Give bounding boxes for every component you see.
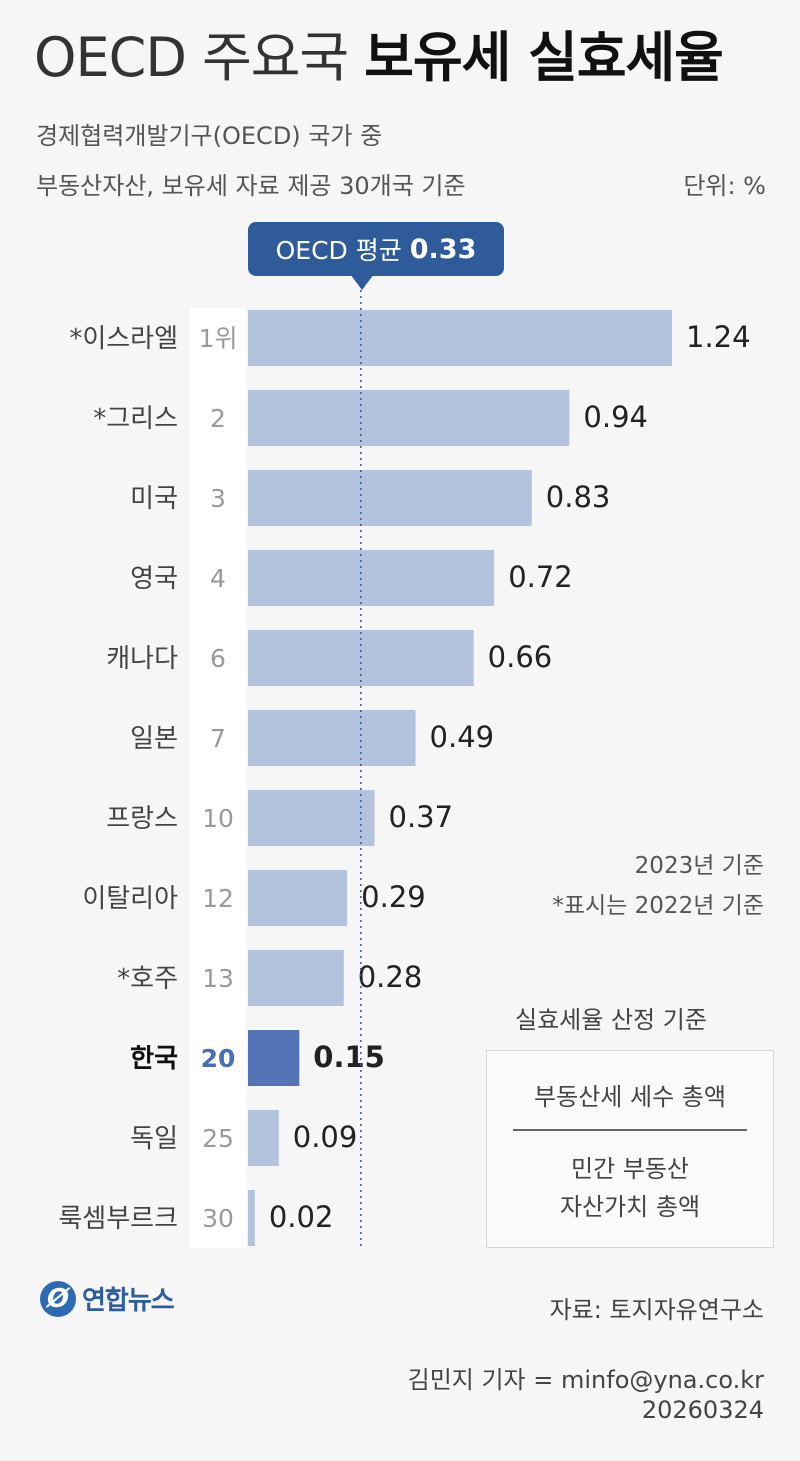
rank-label: 13 — [202, 964, 234, 993]
formula-title: 실효세율 산정 기준 — [515, 1006, 707, 1034]
rank-label: 10 — [202, 804, 234, 833]
bar — [248, 870, 348, 926]
category-label: 독일 — [130, 1124, 178, 1154]
category-label: 미국 — [130, 484, 178, 514]
fraction-line — [513, 1129, 747, 1131]
reporter-credit: 김민지 기자 = minfo@yna.co.kr — [407, 1366, 764, 1394]
value-label: 0.66 — [488, 640, 553, 674]
category-label: 한국 — [130, 1044, 178, 1074]
date-stamp: 20260324 — [641, 1396, 764, 1424]
subtitle-line-2: 부동산자산, 보유세 자료 제공 30개국 기준 — [36, 172, 466, 200]
value-label: 0.29 — [361, 880, 426, 914]
value-label: 1.24 — [686, 320, 751, 354]
rank-label: 12 — [202, 884, 234, 913]
value-label: 0.09 — [293, 1120, 358, 1154]
subtitle-line-1: 경제협력개발기구(OECD) 국가 중 — [36, 122, 383, 150]
bar — [248, 790, 375, 846]
unit-label: 단위: % — [683, 172, 766, 200]
value-label: 0.15 — [313, 1040, 385, 1074]
oecd-average-callout: OECD 평균 0.33 — [248, 222, 504, 276]
category-label: *호주 — [117, 964, 178, 994]
category-label: *그리스 — [93, 404, 178, 434]
category-label: 일본 — [130, 724, 178, 754]
bar — [248, 470, 532, 526]
value-label: 0.72 — [508, 560, 573, 594]
rank-label: 20 — [201, 1044, 236, 1073]
formula-denominator-line-2: 자산가치 총액 — [559, 1193, 701, 1221]
title-bold: 보유세 실효세율 — [364, 26, 724, 89]
note-year: 2023년 기준 — [634, 853, 764, 879]
rank-label: 4 — [210, 564, 226, 593]
average-value: 0.33 — [409, 233, 477, 265]
title-light: OECD 주요국 — [34, 26, 349, 89]
bar — [248, 710, 416, 766]
bar — [248, 950, 344, 1006]
bar — [248, 550, 495, 606]
value-label: 0.49 — [430, 720, 495, 754]
rank-label: 7 — [210, 724, 226, 753]
bar — [248, 390, 570, 446]
bar — [248, 1030, 300, 1086]
average-label: OECD 평균 — [275, 236, 402, 265]
logo-icon: Ø — [40, 1280, 76, 1317]
rank-label: 6 — [210, 644, 226, 673]
value-label: 0.83 — [546, 480, 611, 514]
chart-title: OECD 주요국 보유세 실효세율 — [34, 26, 724, 91]
value-label: 0.02 — [269, 1200, 334, 1234]
logo-text: 연합뉴스 — [82, 1286, 175, 1316]
value-label: 0.94 — [583, 400, 648, 434]
bar — [248, 1190, 255, 1246]
formula-box: 부동산세 세수 총액 민간 부동산 자산가치 총액 — [486, 1050, 774, 1248]
formula-denominator-line-1: 민간 부동산 — [570, 1155, 690, 1183]
bar — [248, 1110, 279, 1166]
category-label: 캐나다 — [106, 644, 178, 674]
rank-label: 3 — [210, 484, 226, 513]
rank-label: 2 — [210, 404, 226, 433]
rank-label: 25 — [202, 1124, 234, 1153]
yonhap-logo: Ø 연합뉴스 — [40, 1280, 175, 1317]
note-asterisk: *표시는 2022년 기준 — [552, 893, 764, 919]
category-label: 프랑스 — [106, 804, 178, 834]
category-label: *이스라엘 — [69, 324, 178, 354]
source-label: 자료: 토지자유연구소 — [549, 1296, 764, 1324]
rank-label: 1위 — [199, 324, 238, 353]
value-label: 0.37 — [389, 800, 454, 834]
formula-numerator: 부동산세 세수 총액 — [534, 1083, 726, 1111]
category-label: 룩셈부르크 — [58, 1204, 178, 1234]
category-label: 이탈리아 — [82, 884, 178, 914]
value-label: 0.28 — [358, 960, 423, 994]
average-callout-pointer — [350, 274, 374, 290]
category-label: 영국 — [130, 564, 178, 594]
rank-label: 30 — [202, 1204, 234, 1233]
bar — [248, 310, 672, 366]
rank-column — [190, 308, 246, 1248]
